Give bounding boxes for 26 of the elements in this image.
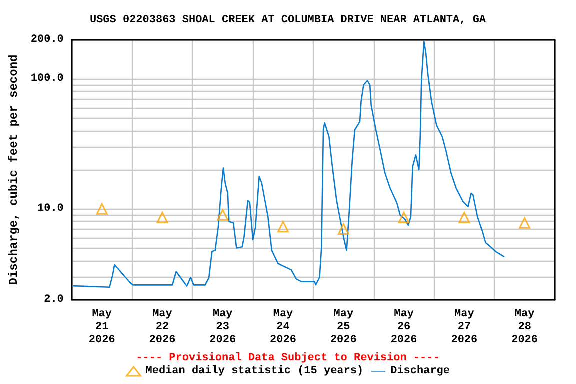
- y-tick-label: 10.0: [38, 203, 64, 216]
- y-axis-title: Discharge, cubic feet per second: [7, 54, 21, 286]
- point: [156, 212, 168, 224]
- x-tick-label: May 23 2026: [210, 308, 236, 346]
- point: [96, 203, 108, 215]
- point: [458, 212, 470, 224]
- legend-label: Median daily statistic (15 years): [146, 366, 364, 378]
- x-tick-label: May 21 2026: [88, 308, 116, 346]
- x-tick-label: May 25 2026: [330, 308, 357, 346]
- y-tick-label: 100.0: [30, 73, 64, 86]
- x-tick-label: May 27 2026: [451, 308, 478, 346]
- point: [278, 221, 290, 233]
- x-tick-label: May 28 2026: [512, 308, 538, 346]
- text: ---- Provisional Data Subject to Revision ----: [136, 352, 440, 364]
- point: [217, 209, 229, 221]
- legend-label: Discharge: [390, 366, 450, 378]
- point: [519, 217, 531, 229]
- chart-title: USGS 02203863 SHOAL CREEK AT COLUMBIA DRIVE NEAR ATLANTA, GA: [90, 14, 486, 26]
- y-tick-label: 2.0: [44, 294, 64, 306]
- line-series: [72, 41, 505, 288]
- point: [338, 224, 350, 236]
- y-tick-label: 200.0: [30, 34, 64, 46]
- point: [398, 212, 410, 224]
- x-tick-label: May 26 2026: [390, 308, 418, 346]
- x-tick-label: May 24 2026: [270, 308, 296, 346]
- x-tick-label: May 22 2026: [149, 308, 176, 346]
